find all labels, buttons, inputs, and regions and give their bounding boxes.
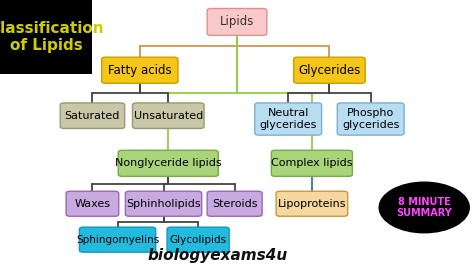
Text: Lipoproteins: Lipoproteins [278, 199, 346, 209]
Circle shape [379, 182, 469, 233]
Text: Waxes: Waxes [74, 199, 110, 209]
Text: Saturated: Saturated [65, 111, 120, 121]
FancyBboxPatch shape [255, 103, 321, 135]
Text: biologyexams4u: biologyexams4u [148, 248, 288, 263]
FancyBboxPatch shape [60, 103, 125, 128]
FancyBboxPatch shape [337, 103, 404, 135]
Text: Fatty acids: Fatty acids [108, 64, 172, 77]
Text: Complex lipids: Complex lipids [271, 158, 353, 168]
FancyBboxPatch shape [66, 191, 118, 216]
FancyBboxPatch shape [125, 191, 201, 216]
Text: Nonglyceride lipids: Nonglyceride lipids [115, 158, 221, 168]
Text: 8 MINUTE
SUMMARY: 8 MINUTE SUMMARY [396, 197, 452, 218]
FancyBboxPatch shape [132, 103, 204, 128]
Text: Classification
of Lipids: Classification of Lipids [0, 21, 103, 53]
Text: Sphinholipids: Sphinholipids [126, 199, 201, 209]
FancyBboxPatch shape [271, 150, 353, 176]
FancyBboxPatch shape [276, 191, 348, 216]
FancyBboxPatch shape [0, 0, 92, 74]
Text: Glycolipids: Glycolipids [170, 235, 227, 245]
Text: Neutral
glycerides: Neutral glycerides [259, 108, 317, 130]
Text: Glycerides: Glycerides [298, 64, 361, 77]
FancyBboxPatch shape [79, 227, 155, 252]
FancyBboxPatch shape [207, 9, 267, 35]
Text: Steroids: Steroids [212, 199, 257, 209]
FancyBboxPatch shape [207, 191, 262, 216]
FancyBboxPatch shape [293, 57, 365, 83]
FancyBboxPatch shape [101, 57, 178, 83]
Text: Lipids: Lipids [220, 15, 254, 28]
FancyBboxPatch shape [118, 150, 218, 176]
Text: Sphingomyelins: Sphingomyelins [76, 235, 159, 245]
Text: Unsaturated: Unsaturated [134, 111, 203, 121]
Text: Phospho
glycerides: Phospho glycerides [342, 108, 400, 130]
FancyBboxPatch shape [167, 227, 229, 252]
